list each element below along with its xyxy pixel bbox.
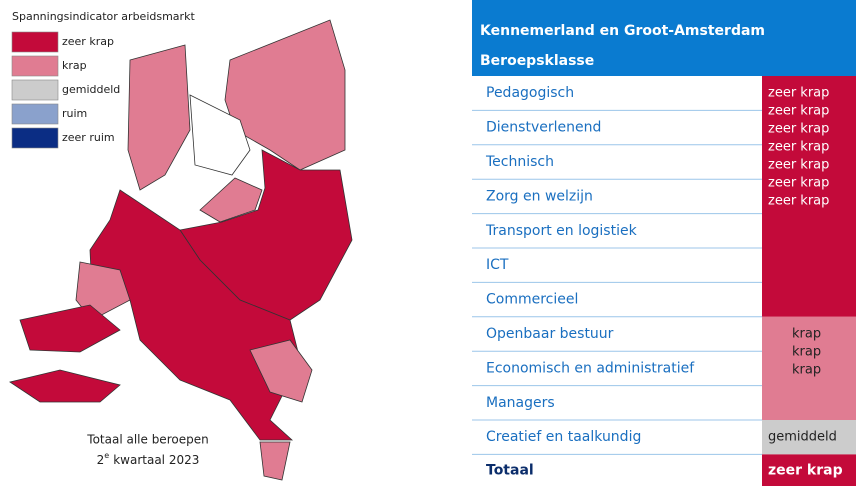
- row-label: Zorg en welzijn: [486, 188, 593, 204]
- legend-swatch: [11, 31, 59, 53]
- row-label: Openbaar bestuur: [486, 326, 614, 342]
- legend-label: zeer ruim: [62, 131, 115, 144]
- legend-swatch: [11, 55, 59, 77]
- row-label: ICT: [486, 257, 509, 273]
- region: [249, 339, 313, 403]
- row-value: zeer krap: [768, 86, 829, 101]
- row-label: Pedagogisch: [486, 85, 574, 101]
- row-value: krap: [792, 344, 821, 359]
- row-value: gemiddeld: [768, 430, 837, 445]
- column-header: Beroepsklasse: [480, 53, 594, 69]
- legend-swatch: [11, 79, 59, 101]
- value-cell: [762, 420, 856, 455]
- row-label: Creatief en taalkundig: [486, 429, 641, 445]
- total-value: zeer krap: [768, 462, 843, 478]
- row-label: Managers: [486, 395, 555, 411]
- value-cell: [762, 76, 856, 317]
- row-label: Dienstverlenend: [486, 120, 601, 136]
- caption-sup: e: [104, 451, 109, 460]
- legend-label: zeer krap: [62, 35, 114, 48]
- legend-label: gemiddeld: [62, 83, 120, 96]
- region: [19, 304, 121, 353]
- legend-label: ruim: [62, 107, 87, 120]
- row-value: krap: [792, 362, 821, 377]
- legend-title: Spanningsindicator arbeidsmarkt: [12, 10, 195, 23]
- legend-swatch: [11, 103, 59, 125]
- legend: zeer krap krap gemiddeld ruim zeer ruim: [11, 31, 120, 149]
- total-label: Totaal: [486, 462, 534, 478]
- region: [259, 441, 291, 481]
- caption: 2e kwartaal 2023: [97, 451, 200, 467]
- region: [9, 369, 121, 403]
- row-label: Commercieel: [486, 292, 578, 308]
- row-value: krap: [792, 326, 821, 341]
- region: [189, 94, 251, 176]
- legend-label: krap: [62, 59, 87, 72]
- table: Pedagogisch Dienstverlenend Technisch Zorg …: [472, 76, 856, 486]
- row-value: zeer krap: [768, 176, 829, 191]
- row-label: Transport en logistiek: [485, 223, 638, 239]
- row-value: zeer krap: [768, 104, 829, 119]
- row-value: zeer krap: [768, 140, 829, 155]
- legend-swatch: [11, 127, 59, 149]
- table-title: Kennemerland en Groot-Amsterdam: [480, 23, 765, 39]
- row-value: zeer krap: [768, 194, 829, 209]
- value-cell: [762, 316, 856, 420]
- table-header: [472, 0, 856, 76]
- row-label: Technisch: [485, 154, 554, 170]
- region: [199, 177, 263, 223]
- row-label: Economisch en administratief: [486, 360, 695, 376]
- map: [9, 19, 353, 481]
- caption-rest: kwartaal 2023: [113, 453, 199, 467]
- region: [127, 44, 191, 191]
- row-value: zeer krap: [768, 122, 829, 137]
- caption: Totaal alle beroepen: [86, 433, 208, 447]
- row-value: zeer krap: [768, 158, 829, 173]
- caption-number: 2: [97, 453, 105, 467]
- total-cell: [762, 454, 856, 486]
